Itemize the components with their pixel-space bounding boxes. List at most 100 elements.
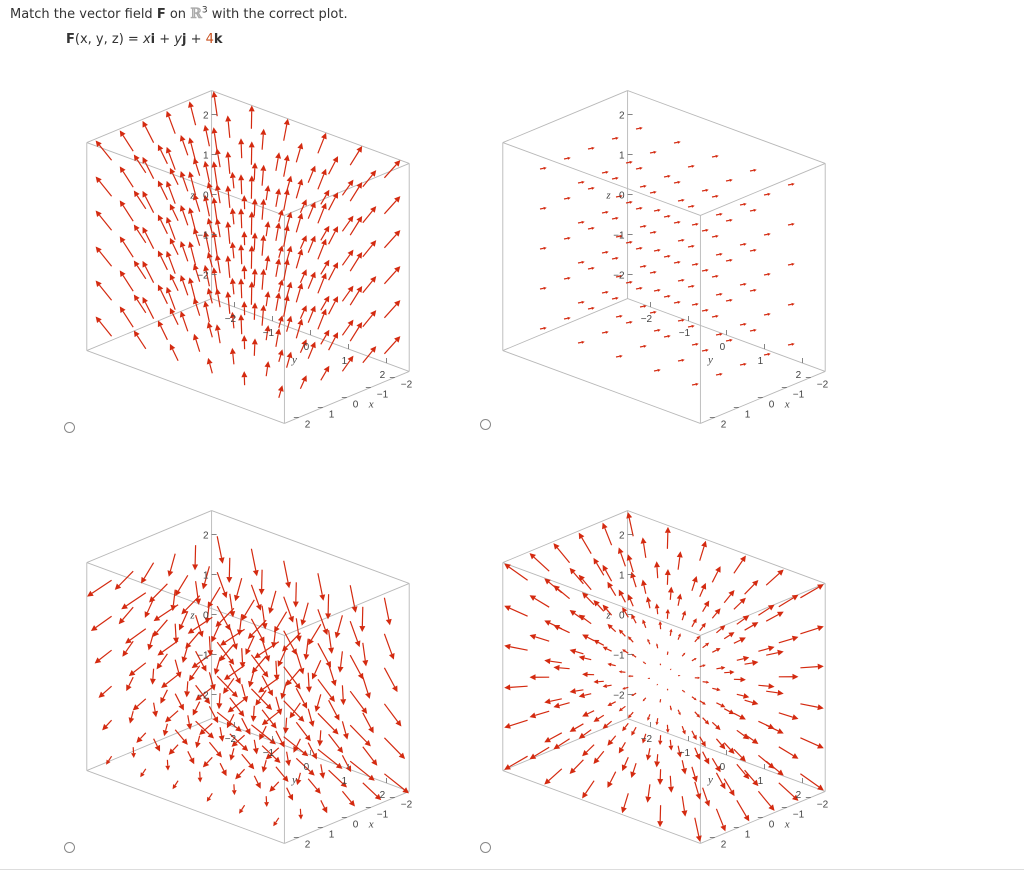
field-arrow-head bbox=[133, 190, 140, 198]
field-arrow-shaft bbox=[181, 611, 189, 626]
field-arrow-head bbox=[728, 709, 735, 715]
field-arrow-shaft bbox=[632, 577, 637, 588]
field-arrow-shaft bbox=[673, 181, 678, 184]
field-arrow-head bbox=[260, 198, 267, 205]
field-arrow-head bbox=[602, 646, 608, 651]
field-arrow-head bbox=[321, 168, 327, 176]
field-arrow-head bbox=[164, 716, 172, 723]
field-arrow-head bbox=[241, 231, 248, 238]
field-arrow-head bbox=[157, 320, 164, 328]
field-arrow-shaft bbox=[778, 782, 795, 798]
field-arrow-head bbox=[301, 339, 307, 346]
box-edge bbox=[284, 582, 410, 636]
radio-option-d[interactable] bbox=[480, 842, 491, 853]
field-arrow-head bbox=[181, 738, 188, 745]
field-arrow-shaft bbox=[349, 186, 360, 202]
field-arrow-shaft bbox=[265, 226, 269, 237]
field-arrow-head bbox=[277, 245, 284, 252]
field-arrow-head bbox=[665, 608, 670, 614]
z-tick-label: 1 bbox=[619, 151, 625, 162]
field-arrow-head bbox=[252, 569, 259, 577]
field-arrow-shaft bbox=[549, 732, 563, 741]
field-arrow-shaft bbox=[216, 641, 232, 661]
field-arrow-shaft bbox=[577, 221, 582, 224]
field-arrow-head bbox=[569, 609, 577, 616]
field-arrow-head bbox=[286, 175, 293, 183]
field-arrow-head bbox=[567, 196, 571, 200]
field-arrow-head bbox=[322, 628, 329, 636]
field-arrow-shaft bbox=[217, 260, 221, 274]
field-arrow-shaft bbox=[168, 186, 176, 204]
field-arrow-head bbox=[95, 280, 102, 287]
field-arrow-head bbox=[742, 733, 750, 740]
field-arrow-shaft bbox=[596, 750, 605, 760]
field-arrow-head bbox=[743, 282, 747, 286]
field-arrow-head bbox=[119, 200, 126, 208]
field-arrow-shaft bbox=[725, 179, 730, 182]
field-arrow-head bbox=[147, 643, 154, 651]
field-arrow-head bbox=[259, 636, 265, 644]
field-arrow-shaft bbox=[285, 632, 301, 648]
field-arrow-head bbox=[211, 127, 218, 134]
field-arrow-head bbox=[95, 140, 102, 147]
field-arrow-head bbox=[206, 321, 213, 329]
field-arrow-head bbox=[669, 708, 673, 711]
field-arrow-head bbox=[657, 368, 661, 372]
field-arrow-head bbox=[753, 248, 757, 252]
field-arrow-head bbox=[335, 762, 343, 769]
field-arrow-head bbox=[157, 180, 164, 188]
field-arrow-shaft bbox=[144, 301, 155, 319]
field-arrow-head bbox=[569, 567, 576, 575]
field-arrow-head bbox=[544, 578, 551, 585]
field-arrow-head bbox=[264, 255, 271, 262]
field-arrow-shaft bbox=[577, 181, 582, 184]
field-arrow-shaft bbox=[758, 607, 770, 616]
field-arrow-shaft bbox=[187, 751, 193, 760]
field-arrow-head bbox=[238, 138, 245, 145]
field-arrow-shaft bbox=[587, 147, 592, 150]
z-tick-label: 0 bbox=[619, 191, 625, 202]
field-arrow-shaft bbox=[649, 191, 654, 194]
field-arrow-head bbox=[265, 753, 273, 760]
field-arrow-head bbox=[729, 258, 733, 262]
radio-option-a[interactable] bbox=[64, 422, 75, 433]
field-arrow-head bbox=[288, 615, 294, 623]
field-arrow-head bbox=[212, 716, 219, 724]
field-arrow-shaft bbox=[219, 762, 225, 772]
field-arrow-head bbox=[229, 611, 236, 618]
field-arrow-shaft bbox=[611, 664, 616, 667]
field-arrow-head bbox=[702, 701, 706, 705]
field-arrow-shaft bbox=[251, 619, 267, 636]
field-arrow-head bbox=[251, 268, 258, 275]
field-arrow-head bbox=[225, 221, 232, 228]
field-arrow-head bbox=[347, 319, 354, 327]
field-arrow-shaft bbox=[160, 219, 168, 235]
field-arrow-shaft bbox=[601, 251, 606, 254]
field-arrow-shaft bbox=[240, 214, 243, 229]
radio-option-b[interactable] bbox=[480, 419, 491, 430]
field-arrow-head bbox=[160, 697, 166, 704]
field-arrow-head bbox=[264, 655, 271, 662]
radio-option-c[interactable] bbox=[64, 842, 75, 853]
field-arrow-shaft bbox=[302, 602, 309, 621]
field-arrow-shaft bbox=[663, 215, 668, 218]
field-arrow-shaft bbox=[653, 329, 658, 332]
field-arrow-head bbox=[239, 808, 244, 814]
field-arrow-shaft bbox=[716, 702, 722, 706]
x-tick-label: 0 bbox=[769, 399, 775, 410]
field-arrow-shaft bbox=[739, 283, 744, 286]
field-arrow-shaft bbox=[691, 658, 695, 662]
field-arrow-head bbox=[332, 226, 339, 233]
field-arrow-head bbox=[643, 184, 647, 188]
field-arrow-head bbox=[122, 650, 129, 657]
field-arrow-shaft bbox=[171, 172, 179, 185]
field-arrow-head bbox=[277, 660, 284, 667]
field-arrow-head bbox=[273, 821, 278, 827]
field-arrow-head bbox=[677, 140, 681, 144]
field-arrow-head bbox=[544, 698, 551, 705]
field-arrow-head bbox=[287, 793, 294, 801]
field-arrow-head bbox=[347, 249, 354, 257]
field-arrow-head bbox=[241, 613, 248, 621]
field-arrow-head bbox=[244, 728, 251, 735]
field-arrow-shaft bbox=[298, 772, 301, 780]
